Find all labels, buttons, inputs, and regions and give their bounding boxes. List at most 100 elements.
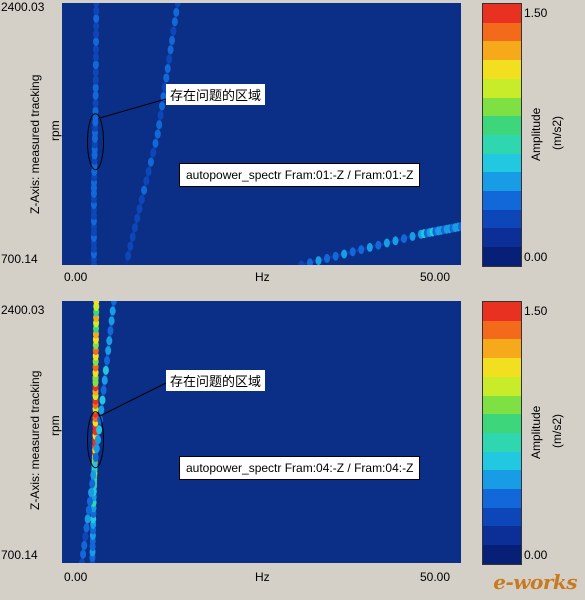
colorbar-min-label: 0.00 [524, 250, 548, 264]
data-point [92, 44, 99, 54]
data-point [86, 496, 93, 506]
colorbar-segment [483, 320, 521, 340]
data-point [104, 355, 111, 365]
data-point [170, 26, 177, 36]
data-point [91, 461, 98, 471]
colorbar-segment [483, 97, 521, 117]
colorbar-segment [483, 395, 521, 415]
data-point [131, 223, 138, 233]
colorbar-segment [483, 60, 521, 79]
data-point [101, 375, 108, 385]
y-tick-min: 700.14 [1, 548, 38, 562]
data-point [127, 241, 134, 251]
annotation-leader-line [100, 98, 167, 119]
data-point [92, 67, 99, 77]
colorbar-segment [483, 41, 521, 61]
colorbar-unit: (m/s2) [550, 116, 564, 150]
data-point [107, 326, 114, 336]
annotation-label: 存在问题的区域 [166, 84, 266, 105]
data-point [93, 3, 100, 8]
data-point [157, 110, 164, 120]
colorbar-segment [483, 22, 521, 42]
data-point [93, 21, 100, 31]
data-point [169, 35, 176, 45]
data-point [136, 204, 143, 214]
e-works-logo: e-works [493, 570, 577, 594]
data-point [159, 101, 166, 111]
data-point [174, 3, 181, 8]
data-point [106, 336, 113, 346]
data-point [383, 238, 390, 248]
data-point [102, 365, 109, 375]
data-point [152, 138, 159, 148]
data-point [89, 479, 96, 489]
data-point [93, 444, 100, 454]
data-point [92, 60, 99, 70]
data-point [92, 106, 99, 116]
colorbar-segment [483, 545, 521, 564]
x-tick-min: 0.00 [64, 570, 88, 584]
colorbar-segment [483, 191, 521, 210]
data-point [96, 425, 103, 435]
data-point [341, 249, 348, 259]
data-point [100, 385, 107, 395]
data-point [147, 157, 154, 167]
data-point [109, 306, 116, 316]
data-point [90, 470, 97, 480]
data-point [392, 236, 399, 246]
legend-box: autopower_spectr Fram:01:-Z / Fram:01:-Z [179, 163, 421, 187]
colorbar-max-label: 1.50 [524, 304, 548, 318]
data-point [93, 37, 100, 47]
data-point [92, 452, 99, 462]
data-point [88, 488, 95, 498]
data-point [129, 232, 136, 242]
x-axis-label: Hz [255, 570, 270, 584]
colorbar-segment [483, 414, 521, 433]
colorbar-segment [483, 78, 521, 98]
data-point [324, 253, 331, 263]
data-point [110, 301, 117, 306]
colorbar-segment [483, 116, 521, 135]
colorbar-segment [483, 507, 521, 527]
colorbar-segment [483, 134, 521, 154]
data-point [78, 558, 85, 563]
data-point [138, 195, 145, 205]
data-point [93, 301, 100, 306]
data-point [84, 514, 91, 524]
heatmap-svg [87, 3, 461, 265]
data-point [306, 258, 313, 265]
y-axis-unit: rpm [48, 120, 62, 141]
annotation-leader-line [100, 382, 167, 417]
colorbar-segment [483, 526, 521, 546]
legend-box: autopower_spectr Fram:04:-Z / Fram:04:-Z [179, 456, 421, 480]
data-point [150, 148, 157, 158]
data-point [92, 83, 99, 93]
data-point [141, 185, 148, 195]
data-point [82, 532, 89, 542]
problem-area-ellipse [87, 113, 105, 171]
data-point [366, 242, 373, 252]
data-point [171, 17, 178, 27]
data-point [173, 7, 180, 17]
colorbar-segment [483, 358, 521, 377]
data-point [154, 129, 161, 139]
data-point [93, 6, 100, 16]
data-point [163, 73, 170, 83]
data-point [92, 90, 99, 100]
colorbar-segment [483, 432, 521, 452]
colorbar-segment [483, 451, 521, 471]
data-point [358, 245, 365, 255]
data-point [92, 75, 99, 85]
data-point [145, 166, 152, 176]
colorbar [482, 3, 522, 267]
annotation-label: 存在问题的区域 [166, 370, 266, 391]
data-point [99, 395, 106, 405]
plot-area: 存在问题的区域 autopower_spectr Fram:04:-Z / Fr… [62, 301, 461, 563]
y-axis-label: Z-Axis: measured tracking [28, 74, 42, 214]
spectrogram-panel-1: 2400.03 700.14 Z-Axis: measured tracking… [0, 0, 585, 295]
colorbar-segment [483, 470, 521, 490]
y-tick-max: 2400.03 [1, 0, 45, 14]
x-tick-min: 0.00 [64, 270, 88, 284]
data-point [409, 231, 416, 241]
colorbar-segment [483, 228, 521, 248]
